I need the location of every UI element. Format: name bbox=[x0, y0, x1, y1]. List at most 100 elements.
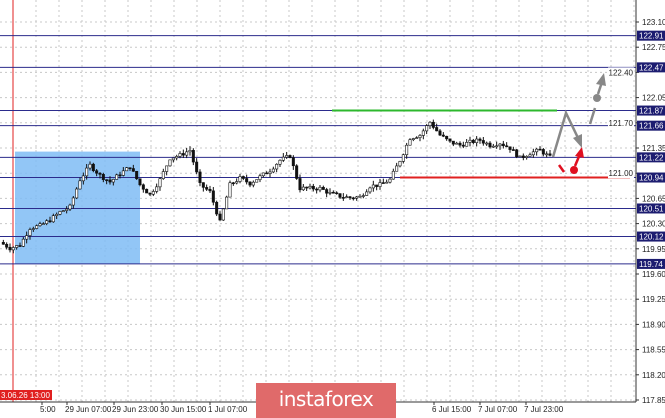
candle bbox=[291, 157, 295, 167]
candle bbox=[268, 171, 272, 174]
candle bbox=[258, 175, 262, 180]
candle bbox=[531, 151, 535, 156]
candle bbox=[548, 153, 552, 156]
candle bbox=[321, 186, 325, 190]
candle bbox=[191, 150, 195, 163]
candle bbox=[375, 184, 379, 187]
level-label-bg bbox=[637, 105, 665, 116]
candle bbox=[201, 182, 205, 188]
candle bbox=[228, 182, 232, 198]
y-tick-label: 119.25 bbox=[642, 295, 665, 304]
candle bbox=[465, 142, 469, 147]
candle bbox=[118, 174, 122, 177]
instaforex-logo: instaforex bbox=[256, 383, 396, 418]
y-tick-label: 119.95 bbox=[642, 245, 665, 254]
candle bbox=[135, 170, 139, 180]
candle bbox=[431, 121, 435, 128]
candle bbox=[5, 243, 9, 248]
x-tick-label: 29 Jun 23:00 bbox=[112, 405, 159, 414]
level-label-bg bbox=[637, 203, 665, 214]
candle bbox=[521, 155, 525, 158]
candle bbox=[225, 196, 229, 210]
y-tick-label: 118.55 bbox=[642, 346, 665, 355]
candle bbox=[361, 195, 365, 197]
candle bbox=[68, 204, 72, 210]
level-label: 122.91 bbox=[639, 32, 664, 41]
candle bbox=[125, 167, 129, 172]
candle bbox=[528, 154, 532, 157]
candle bbox=[445, 135, 449, 140]
candle bbox=[31, 228, 35, 230]
y-tick-label-bg bbox=[608, 168, 634, 179]
candle bbox=[95, 170, 99, 174]
candle bbox=[351, 197, 355, 200]
candle bbox=[105, 179, 109, 181]
candle bbox=[61, 210, 65, 212]
candle bbox=[211, 190, 215, 203]
level-label: 121.66 bbox=[639, 122, 664, 131]
candle bbox=[151, 191, 155, 195]
candle bbox=[281, 156, 285, 161]
y-tick-label: 119.60 bbox=[642, 270, 665, 279]
time-cursor-label: 3.06.26 13:00 bbox=[1, 391, 50, 400]
candle bbox=[408, 139, 412, 146]
candle bbox=[138, 178, 142, 186]
candle bbox=[328, 191, 332, 194]
candle bbox=[298, 178, 302, 191]
candle bbox=[391, 170, 395, 180]
bearish-dash bbox=[557, 164, 566, 173]
y-tick-label: 121.35 bbox=[642, 144, 665, 153]
level-label: 121.87 bbox=[639, 107, 664, 116]
candle bbox=[448, 138, 452, 142]
candle bbox=[501, 143, 505, 147]
candle bbox=[158, 178, 162, 188]
candle bbox=[98, 172, 102, 175]
candle bbox=[198, 171, 202, 183]
candle bbox=[101, 174, 105, 180]
candle bbox=[395, 165, 399, 172]
candle bbox=[365, 191, 369, 196]
level-label: 120.94 bbox=[639, 174, 664, 183]
candle bbox=[451, 140, 455, 145]
candle bbox=[1, 242, 5, 245]
candle bbox=[435, 127, 439, 132]
candle bbox=[21, 238, 25, 247]
candle bbox=[111, 179, 115, 183]
candle bbox=[295, 165, 299, 179]
candle bbox=[515, 149, 519, 158]
candle bbox=[458, 142, 462, 146]
candle bbox=[335, 192, 339, 195]
candle bbox=[215, 201, 219, 215]
candle bbox=[148, 192, 152, 195]
candle bbox=[11, 247, 15, 251]
y-tick-label: 118.90 bbox=[642, 320, 665, 329]
candle bbox=[475, 138, 479, 143]
candle bbox=[511, 149, 515, 151]
y-tick-label: 117.85 bbox=[642, 396, 665, 405]
candle bbox=[81, 175, 85, 182]
candle bbox=[45, 220, 49, 224]
y-tick-label: 120.65 bbox=[642, 194, 665, 203]
candle bbox=[185, 151, 189, 156]
y-tick-label: 121.70 bbox=[609, 119, 634, 128]
candle bbox=[535, 148, 539, 153]
candle bbox=[311, 186, 315, 190]
candle bbox=[28, 229, 32, 236]
candle bbox=[248, 181, 252, 186]
level-label: 119.74 bbox=[639, 260, 663, 269]
candle bbox=[301, 186, 305, 191]
x-tick-label: 29 Jun 07:00 bbox=[65, 405, 112, 414]
y-tick-label: 122.75 bbox=[642, 43, 665, 52]
candle bbox=[208, 188, 212, 192]
candle bbox=[388, 178, 392, 183]
candle bbox=[271, 168, 275, 173]
candle bbox=[245, 178, 249, 183]
time-cursor-bg bbox=[0, 390, 52, 400]
candle bbox=[498, 143, 502, 147]
candle bbox=[305, 186, 309, 189]
y-tick-label: 118.20 bbox=[642, 371, 665, 380]
candle bbox=[188, 150, 192, 153]
bullish-dot bbox=[593, 94, 601, 102]
y-tick-label: 120.30 bbox=[642, 220, 665, 229]
